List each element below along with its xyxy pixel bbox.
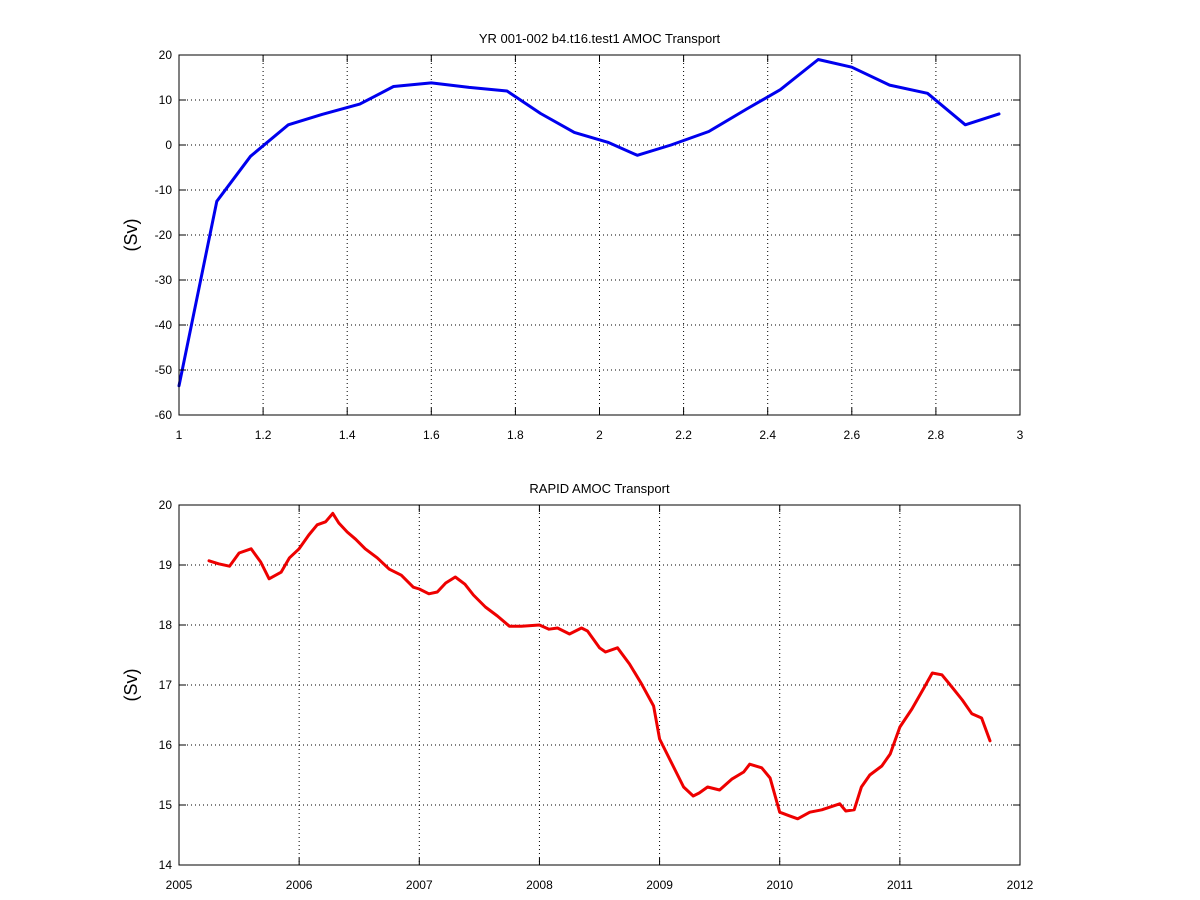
y-tick-label: 18 (159, 618, 173, 632)
y-tick-label: 16 (159, 738, 173, 752)
y-tick-label: 14 (159, 858, 173, 872)
x-tick-label: 2009 (646, 878, 673, 892)
x-tick-label: 2008 (526, 878, 553, 892)
series-line (207, 511, 992, 821)
y-tick-label: -30 (155, 273, 173, 287)
y-tick-label: 15 (159, 798, 173, 812)
y-tick-label: 17 (159, 678, 173, 692)
y-tick-label: 19 (159, 558, 173, 572)
x-tick-label: 2.2 (675, 428, 692, 442)
chart-title: RAPID AMOC Transport (529, 481, 670, 496)
x-tick-label: 2012 (1007, 878, 1034, 892)
x-tick-label: 1.8 (507, 428, 524, 442)
y-tick-label: 10 (159, 93, 173, 107)
x-tick-label: 2.6 (843, 428, 860, 442)
x-tick-label: 2006 (286, 878, 313, 892)
y-tick-label: -10 (155, 183, 173, 197)
x-tick-label: 3 (1017, 428, 1024, 442)
series-line (177, 58, 1001, 388)
y-axis-label: (Sv) (121, 219, 141, 252)
y-tick-label: -20 (155, 228, 173, 242)
x-tick-label: 2010 (766, 878, 793, 892)
x-tick-label: 2.4 (759, 428, 776, 442)
y-axis-label: (Sv) (121, 669, 141, 702)
x-tick-label: 2011 (887, 878, 913, 892)
x-tick-label: 1.2 (255, 428, 272, 442)
y-tick-label: 0 (165, 138, 172, 152)
x-tick-label: 1 (176, 428, 183, 442)
x-tick-label: 2.8 (928, 428, 945, 442)
x-tick-label: 1.6 (423, 428, 440, 442)
y-tick-label: 20 (159, 48, 173, 62)
y-tick-label: 20 (159, 498, 173, 512)
y-tick-label: -60 (155, 408, 173, 422)
x-tick-label: 2 (596, 428, 603, 442)
y-tick-label: -40 (155, 318, 173, 332)
x-tick-label: 2005 (166, 878, 193, 892)
y-tick-label: -50 (155, 363, 173, 377)
chart-title: YR 001-002 b4.t16.test1 AMOC Transport (479, 31, 721, 46)
bottom-chart: 2005 2006 2007 2008 2009 2010 2011 2012 14 15 16 17… (121, 481, 1034, 892)
top-chart: 1 1.2 1.4 1.6 1.8 2 2.2 2.4 2.6 2.8 3 -60 -50 -40 -30 -… (121, 31, 1024, 442)
x-tick-label: 1.4 (339, 428, 356, 442)
x-tick-label: 2007 (406, 878, 433, 892)
